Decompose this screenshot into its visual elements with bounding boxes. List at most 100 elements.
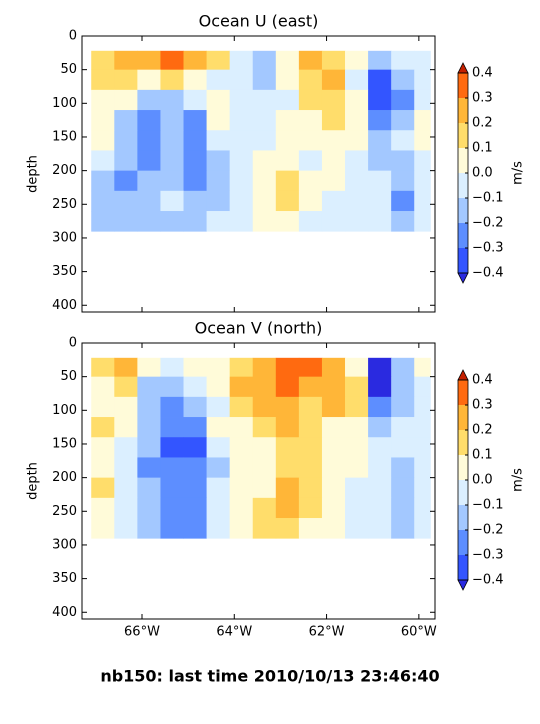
- y-tick-label: 100: [52, 403, 77, 418]
- colorbar-segment: [458, 480, 468, 505]
- contour-cell: [321, 211, 346, 232]
- contour-cell: [91, 437, 115, 458]
- contour-cell: [414, 376, 431, 398]
- contour-cell: [137, 417, 161, 438]
- contour-cell: [321, 190, 346, 212]
- contour-cell: [91, 417, 115, 438]
- contour-cell: [252, 170, 277, 192]
- contour-cell: [275, 417, 300, 438]
- contour-cell: [114, 50, 138, 71]
- contour-cell: [91, 50, 115, 71]
- contour-cell: [391, 376, 415, 398]
- y-tick-label: 200: [52, 163, 77, 178]
- contour-cell: [414, 170, 431, 192]
- contour-cell: [345, 396, 369, 418]
- contour-cell: [206, 170, 231, 192]
- contour-cell: [229, 497, 254, 519]
- contour-cell: [160, 190, 184, 212]
- contour-cell: [414, 211, 431, 232]
- contour-cell: [137, 170, 161, 192]
- contour-cell: [345, 477, 369, 499]
- colorbar-tick-label: −0.1: [472, 498, 504, 513]
- contour-cell: [321, 497, 346, 519]
- contour-cell: [368, 69, 392, 91]
- contour-cell: [275, 518, 300, 539]
- contour-cell: [275, 376, 300, 398]
- contour-cell: [391, 396, 415, 418]
- contour-cell: [206, 69, 231, 91]
- contour-cell: [321, 417, 346, 438]
- contour-cell: [391, 89, 415, 111]
- colorbar-label: m/s: [511, 161, 526, 185]
- colorbar-segment: [458, 198, 468, 223]
- colorbar-segment: [458, 430, 468, 455]
- contour-cell: [298, 170, 323, 192]
- contour-cell: [275, 150, 300, 172]
- contour-cell: [275, 497, 300, 519]
- contour-cell: [206, 50, 231, 71]
- contour-cell: [298, 150, 323, 172]
- contour-cell: [252, 417, 277, 438]
- contour-cell: [368, 477, 392, 499]
- colorbar-tick-label: 0.4: [472, 66, 493, 81]
- y-tick-label: 350: [52, 264, 77, 279]
- y-tick-label: 0: [69, 336, 77, 351]
- contour-cell: [414, 518, 431, 539]
- contour-cell: [275, 477, 300, 499]
- contour-cell: [160, 417, 184, 438]
- contour-cell: [345, 437, 369, 458]
- contour-cell: [206, 518, 231, 539]
- panel-title: Ocean U (east): [199, 12, 319, 31]
- contour-cell: [91, 190, 115, 212]
- y-tick-label: 400: [52, 298, 77, 313]
- contour-cell: [298, 50, 323, 71]
- contour-cell: [368, 50, 392, 71]
- contour-cell: [229, 357, 254, 378]
- contour-cell: [183, 69, 207, 91]
- contour-cell: [298, 110, 323, 131]
- contour-cell: [345, 457, 369, 479]
- contour-cell: [114, 130, 138, 151]
- contour-cell: [252, 190, 277, 212]
- colorbar-tick-label: −0.4: [472, 266, 504, 281]
- contour-cell: [137, 190, 161, 212]
- contour-cell: [206, 396, 231, 418]
- contour-cell: [229, 376, 254, 398]
- contour-cell: [321, 110, 346, 131]
- contour-cell: [114, 357, 138, 378]
- x-tick-label: 62°W: [309, 625, 345, 640]
- contour-cell: [91, 170, 115, 192]
- contour-cell: [229, 69, 254, 91]
- colorbar-tick-label: 0.3: [472, 91, 493, 106]
- contour-cell: [160, 50, 184, 71]
- colorbar-tick-label: 0.1: [472, 448, 493, 463]
- contour-cell: [345, 170, 369, 192]
- panel-title: Ocean V (north): [195, 319, 323, 338]
- contour-cell: [206, 190, 231, 212]
- contour-cell: [114, 497, 138, 519]
- contour-cell: [137, 396, 161, 418]
- contour-cell: [368, 150, 392, 172]
- contour-cell: [229, 518, 254, 539]
- contour-cell: [137, 357, 161, 378]
- contour-cell: [91, 457, 115, 479]
- contour-cell: [229, 170, 254, 192]
- contour-cell: [229, 211, 254, 232]
- contour-cell: [183, 150, 207, 172]
- colorbar-extend-high: [457, 369, 469, 381]
- contour-cell: [414, 396, 431, 418]
- contour-cell: [160, 457, 184, 479]
- contour-cell: [252, 376, 277, 398]
- colorbar-segment: [458, 380, 468, 405]
- contour-cell: [321, 376, 346, 398]
- contour-cell: [252, 518, 277, 539]
- contour-cell: [345, 89, 369, 111]
- colorbar-extend-low: [457, 579, 469, 591]
- contour-cell: [160, 89, 184, 111]
- y-axis-label: depth: [26, 155, 41, 193]
- contour-cell: [275, 437, 300, 458]
- contour-cell: [368, 457, 392, 479]
- contour-cell: [414, 357, 431, 378]
- contour-cell: [345, 110, 369, 131]
- contour-cell: [160, 477, 184, 499]
